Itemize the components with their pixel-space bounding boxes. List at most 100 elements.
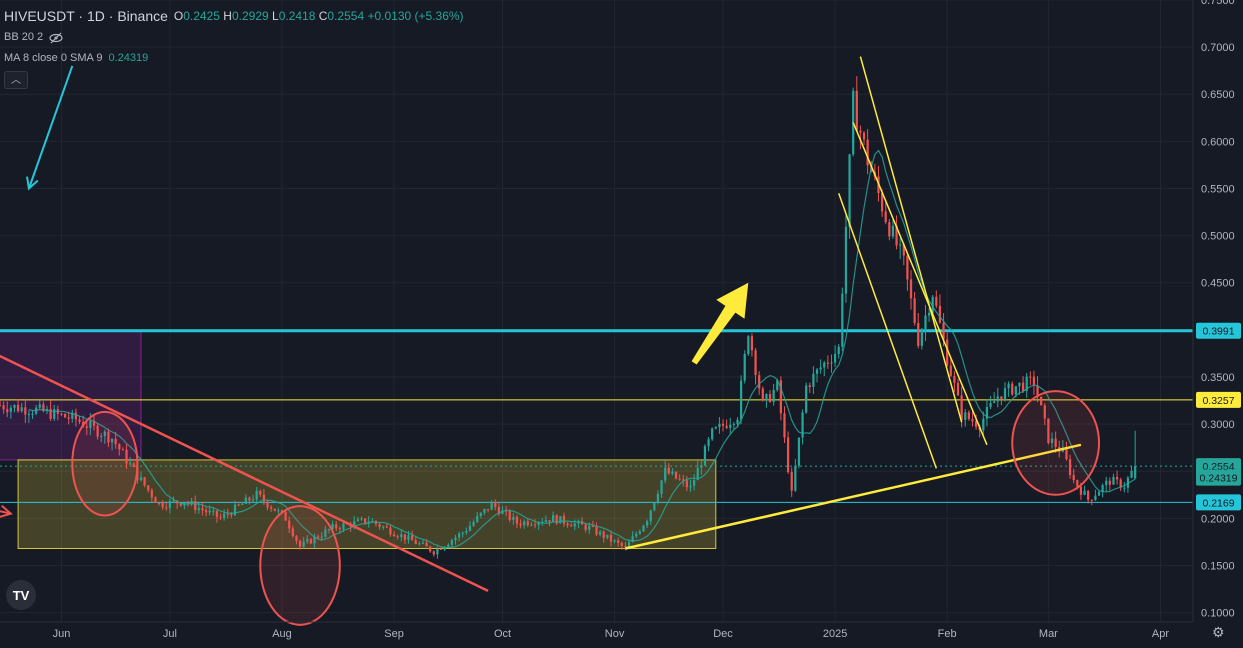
candle [508, 510, 511, 520]
candle [411, 535, 414, 541]
x-tick-label: Oct [494, 628, 511, 640]
candle [523, 521, 526, 526]
candle [1068, 459, 1072, 475]
candle [92, 421, 96, 426]
candle [920, 330, 923, 346]
horizontal-lines [0, 329, 1193, 503]
price-label-box [1196, 391, 1241, 408]
candle [226, 513, 229, 515]
candle [165, 507, 168, 509]
candle [566, 523, 569, 526]
candle [689, 485, 692, 488]
candle [967, 412, 970, 419]
candle [1123, 487, 1126, 489]
candle [848, 154, 851, 227]
time-axis[interactable]: Jun Jul Aug Sep Oct Nov Dec 2025 Feb Mar Apr [0, 621, 1193, 640]
candle [953, 375, 956, 383]
candle [927, 312, 931, 316]
candle [776, 380, 779, 390]
candle [584, 524, 587, 530]
candle [660, 480, 663, 495]
candle [530, 524, 533, 526]
ma-indicator[interactable]: MA 8 close 0 SMA 9 0.24319 [4, 48, 464, 69]
price-label-box [1196, 469, 1241, 486]
price-label: 0.24319 [1200, 473, 1238, 485]
candle [1003, 388, 1007, 400]
candle [190, 501, 193, 504]
candle [551, 515, 555, 522]
tradingview-logo[interactable]: TV [6, 580, 36, 610]
candle [277, 510, 280, 512]
candle [121, 449, 125, 451]
candle [537, 522, 540, 525]
candle [906, 255, 909, 280]
eye-off-icon[interactable] [49, 32, 63, 44]
candle [548, 520, 551, 522]
candle [389, 527, 392, 535]
candle [750, 336, 754, 351]
candle [248, 497, 251, 501]
candle [1126, 477, 1130, 488]
y-tick-label: 0.2000 [1201, 513, 1235, 525]
candle [815, 369, 819, 374]
x-tick-label: 2025 [823, 628, 847, 640]
candle [812, 373, 815, 387]
candle [1007, 383, 1010, 389]
symbol-title[interactable]: HIVEUSDT · 1D · Binance [4, 8, 168, 24]
candle [819, 367, 822, 370]
gear-icon[interactable]: ⚙ [1212, 624, 1225, 640]
x-tick-label: Sep [384, 628, 404, 640]
candle [743, 353, 746, 381]
candle [429, 546, 432, 552]
candle [447, 544, 450, 547]
candle [645, 521, 649, 526]
candle [1065, 447, 1068, 460]
candle [960, 395, 963, 420]
candle [237, 504, 240, 506]
candle [317, 536, 320, 538]
candle [501, 510, 504, 514]
annotation-circle [71, 410, 139, 517]
price-label-box [1196, 322, 1241, 339]
candle [765, 394, 768, 401]
x-tick-label: Jun [53, 628, 71, 640]
candle [989, 402, 992, 408]
bb-indicator[interactable]: BB 20 2 [4, 27, 464, 48]
candle [331, 524, 334, 530]
chevron-up-icon[interactable]: ︿ [4, 71, 28, 89]
candle [674, 471, 678, 479]
candle [483, 509, 486, 513]
candle [9, 407, 12, 412]
candle [739, 380, 743, 420]
candle [324, 529, 327, 537]
candle [924, 315, 927, 331]
candle [703, 446, 707, 466]
candle [598, 531, 602, 535]
candle [841, 293, 844, 347]
candle [624, 545, 627, 547]
candle [157, 502, 161, 504]
candle [71, 412, 74, 419]
candle [67, 417, 70, 419]
price-axis[interactable]: 0.7500 0.7000 0.6500 0.6000 0.5500 0.5000 0.45… [1192, 0, 1235, 622]
candle [110, 438, 114, 443]
candle [476, 515, 479, 522]
candle [573, 523, 576, 527]
candle [1018, 382, 1021, 387]
candle [497, 506, 501, 514]
candle [635, 533, 638, 537]
candle [378, 523, 381, 527]
candle [559, 516, 562, 524]
candle [682, 479, 685, 481]
candle [1079, 486, 1083, 495]
y-tick-label: 0.6000 [1201, 136, 1235, 148]
candle [38, 404, 41, 408]
candle [580, 521, 584, 525]
candle [685, 480, 688, 488]
candle [1076, 480, 1079, 487]
candle [60, 413, 63, 415]
candle [201, 508, 204, 511]
candle [638, 531, 642, 534]
